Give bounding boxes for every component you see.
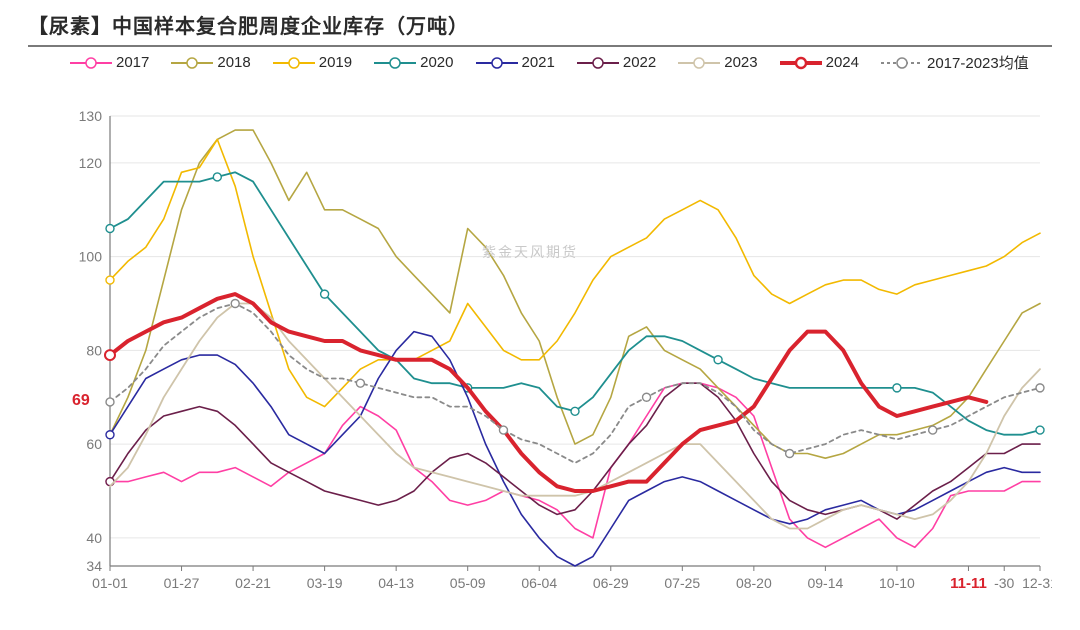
svg-text:10-10: 10-10 (879, 575, 915, 591)
legend-label: 2023 (724, 54, 757, 71)
svg-text:05-09: 05-09 (450, 575, 486, 591)
legend-item[interactable]: 2019 (273, 54, 352, 71)
title-bar: 【尿素】中国样本复合肥周度企业库存（万吨） (28, 10, 1052, 47)
svg-text:34: 34 (86, 558, 102, 574)
page: 【尿素】中国样本复合肥周度企业库存（万吨） 2017 2018 2019 202… (0, 0, 1080, 630)
legend-item[interactable]: 2023 (678, 54, 757, 71)
legend-label: 2024 (826, 54, 859, 71)
legend-item[interactable]: 2021 (476, 54, 555, 71)
legend-item[interactable]: 2017 (70, 54, 149, 71)
legend-swatch (70, 56, 112, 70)
legend-item[interactable]: 2022 (577, 54, 656, 71)
svg-text:02-21: 02-21 (235, 575, 271, 591)
svg-text:01-01: 01-01 (92, 575, 128, 591)
legend-label: 2021 (522, 54, 555, 71)
svg-text:12-31: 12-31 (1022, 575, 1052, 591)
svg-text:08-20: 08-20 (736, 575, 772, 591)
svg-text:07-25: 07-25 (664, 575, 700, 591)
svg-text:-30: -30 (994, 575, 1014, 591)
legend-label: 2022 (623, 54, 656, 71)
svg-text:100: 100 (79, 249, 103, 265)
legend-swatch (678, 56, 720, 70)
legend-item[interactable]: 2018 (171, 54, 250, 71)
svg-text:11-11: 11-11 (950, 575, 987, 592)
svg-text:03-19: 03-19 (307, 575, 343, 591)
svg-text:130: 130 (79, 108, 103, 124)
svg-text:06-04: 06-04 (521, 575, 557, 591)
legend-label: 2019 (319, 54, 352, 71)
svg-text:06-29: 06-29 (593, 575, 629, 591)
legend-swatch (577, 56, 619, 70)
current-value-label: 69 (72, 392, 90, 410)
legend-item[interactable]: 2017-2023均值 (881, 52, 1029, 73)
legend-label: 2020 (420, 54, 453, 71)
legend-label: 2017 (116, 54, 149, 71)
svg-text:04-13: 04-13 (378, 575, 414, 591)
legend-swatch (171, 56, 213, 70)
svg-text:60: 60 (86, 436, 102, 452)
legend-item[interactable]: 2020 (374, 54, 453, 71)
legend-swatch (374, 56, 416, 70)
legend-swatch (881, 56, 923, 70)
legend-label: 2017-2023均值 (927, 52, 1029, 73)
svg-text:40: 40 (86, 530, 102, 546)
chart-title: 【尿素】中国样本复合肥周度企业库存（万吨） (28, 16, 469, 38)
legend: 2017 2018 2019 2020 2021 2022 2023 (70, 52, 1052, 73)
legend-label: 2018 (217, 54, 250, 71)
legend-swatch (780, 56, 822, 70)
legend-item[interactable]: 2024 (780, 54, 859, 71)
svg-text:01-27: 01-27 (164, 575, 200, 591)
line-chart: 34 40 60 80 100 120 130 01-01 01-27 02-21 03-19 04-… (28, 96, 1052, 606)
legend-swatch (476, 56, 518, 70)
svg-text:09-14: 09-14 (807, 575, 843, 591)
svg-text:80: 80 (86, 342, 102, 358)
legend-swatch (273, 56, 315, 70)
chart-area: 34 40 60 80 100 120 130 01-01 01-27 02-21 03-19 04-… (28, 96, 1052, 606)
svg-text:120: 120 (79, 155, 103, 171)
